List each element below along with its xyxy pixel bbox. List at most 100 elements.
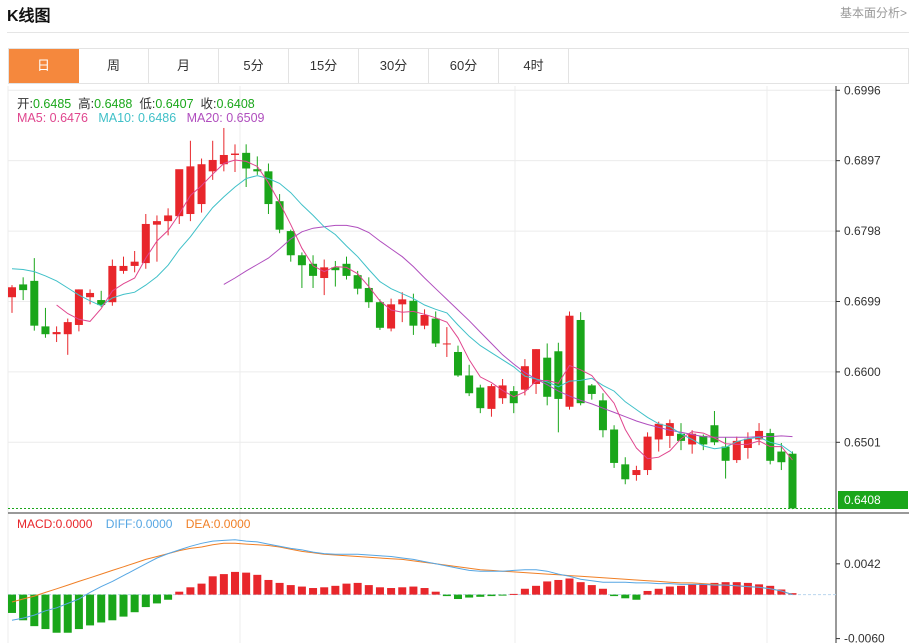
candle-body [476, 387, 485, 409]
high-label: 高: [78, 97, 95, 111]
dea-value: 0.0000 [213, 517, 251, 531]
y-tick-label-0: 0.6996 [844, 83, 881, 97]
macd-bar [331, 585, 340, 595]
ma10-line [11, 175, 793, 454]
macd-bar [654, 588, 663, 595]
candle-body [197, 164, 206, 205]
macd-bar [777, 589, 786, 595]
macd-bar [30, 594, 39, 627]
candle-body [52, 332, 61, 335]
candle-body [654, 423, 663, 440]
y-tick-label-3: 0.6699 [844, 294, 881, 308]
candle-body [610, 429, 619, 463]
candle-body [454, 351, 462, 376]
macd-bar [409, 586, 418, 595]
candle-body [565, 315, 574, 407]
candle-body [8, 287, 16, 298]
candle-body [465, 375, 474, 394]
timeframe-tabs: 日 周 月 5分 15分 30分 60分 4时 [8, 48, 909, 84]
fundamental-analysis-link[interactable]: 基本面分析> [839, 6, 907, 20]
candle-body [242, 152, 251, 169]
macd-bar [454, 594, 462, 600]
candle-body [710, 425, 719, 443]
macd-bar [320, 587, 329, 595]
macd-bar [253, 574, 262, 595]
ma10-value: 0.6486 [137, 111, 177, 125]
candle-body [788, 453, 797, 509]
candle-body [777, 451, 786, 463]
macd-bar [219, 574, 228, 595]
macd-bar [97, 594, 106, 623]
tab-5min[interactable]: 5分 [219, 49, 289, 83]
macd-bar [164, 594, 173, 600]
close-label: 收: [200, 97, 217, 111]
candle-body [97, 300, 106, 306]
candle-body [743, 438, 752, 448]
candle-body [431, 318, 440, 344]
candle-body [164, 215, 173, 222]
macd-bar [498, 594, 507, 596]
macd-tick-label-1: -0.0060 [844, 632, 885, 643]
macd-bar [487, 594, 496, 597]
macd-bar [509, 593, 518, 595]
candle-body [342, 263, 351, 276]
tab-15min[interactable]: 15分 [289, 49, 359, 83]
macd-bar [108, 594, 117, 621]
tab-30min[interactable]: 30分 [359, 49, 429, 83]
candle-body [677, 433, 685, 441]
macd-bar [431, 591, 440, 595]
candle-body [520, 366, 529, 390]
macd-bar [610, 594, 619, 597]
ma20-value: 0.6509 [226, 111, 265, 125]
macd-bar [86, 594, 95, 626]
candle-body [398, 299, 407, 305]
macd-bar [175, 591, 184, 595]
tab-day[interactable]: 日 [9, 49, 79, 83]
candle-body [387, 304, 396, 329]
diff-value: 0.0000 [135, 517, 173, 531]
tab-month[interactable]: 月 [149, 49, 219, 83]
candle-body [364, 287, 373, 303]
y-tick-label-4: 0.6600 [844, 365, 881, 379]
candle-body [253, 169, 262, 172]
candle-body [231, 153, 239, 155]
macd-bar [576, 582, 585, 595]
candle-body [598, 400, 607, 431]
macd-bar [688, 584, 697, 595]
candle-body [353, 275, 362, 289]
candle-body [576, 319, 585, 404]
macd-value: 0.0000 [55, 517, 93, 531]
y-tick-label-1: 0.6897 [844, 154, 881, 168]
ma5-label: MA5: [17, 111, 47, 125]
candle-body [721, 446, 730, 461]
tab-week[interactable]: 周 [79, 49, 149, 83]
candle-body [275, 201, 284, 230]
macd-legend: MACD:0.0000 DIFF:0.0000 DEA:0.0000 [17, 517, 250, 531]
macd-bar [141, 594, 150, 608]
macd-bar [665, 586, 674, 595]
candle-body [74, 289, 83, 325]
ma5-line [56, 159, 793, 461]
macd-tick-label-0: 0.0042 [844, 557, 881, 571]
candle-body [732, 440, 741, 461]
candle-body [30, 280, 39, 326]
low-value: 0.6407 [155, 97, 194, 111]
candle-body [442, 343, 451, 345]
candle-body [152, 221, 161, 225]
macd-bar [632, 594, 641, 600]
candle-body [108, 265, 117, 303]
candle-body [186, 166, 195, 215]
ma20-label: MA20: [186, 111, 223, 125]
tab-60min[interactable]: 60分 [429, 49, 499, 83]
macd-bar [621, 594, 630, 599]
candle-body [621, 464, 630, 480]
macd-bar [242, 572, 251, 595]
macd-bar [598, 588, 607, 595]
tab-4hour[interactable]: 4时 [499, 49, 569, 83]
macd-bar [8, 594, 16, 613]
title-divider [7, 32, 909, 33]
macd-bar [375, 587, 384, 595]
macd-bar [554, 579, 563, 595]
current-price-tag: 0.6408 [838, 491, 908, 509]
